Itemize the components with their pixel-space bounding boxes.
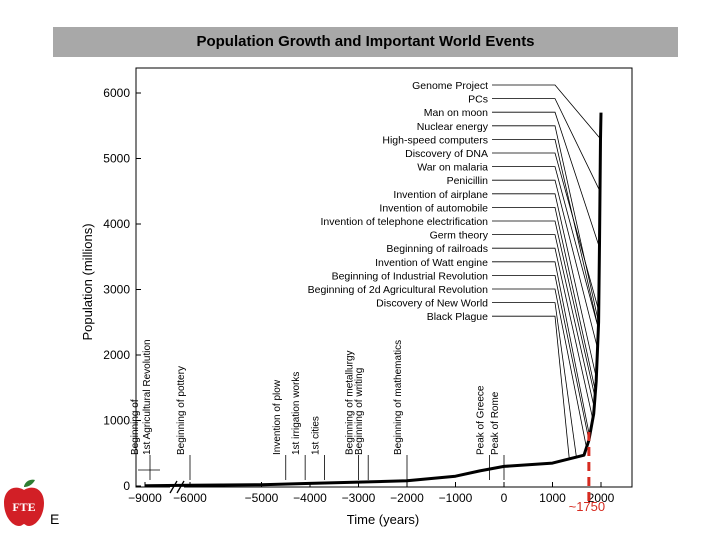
x-axis-label: Time (years) [347, 512, 419, 527]
top-event-label: Discovery of DNA [405, 148, 488, 160]
y-tick-label: 5000 [103, 152, 130, 166]
x-tick-label: −4000 [293, 491, 327, 505]
x-tick-label: −1000 [439, 491, 473, 505]
axis-break-gap [170, 483, 184, 491]
top-event-label: High-speed computers [382, 134, 488, 146]
y-tick-label: 4000 [103, 217, 130, 231]
x-tick-label: −9000 [128, 491, 162, 505]
bottom-event-label: Beginning of pottery [176, 366, 187, 455]
annotation-label: ~1750 [569, 499, 606, 514]
footer-letter: E [50, 511, 60, 527]
apple-leaf [24, 479, 35, 487]
y-tick-label: 3000 [103, 283, 130, 297]
fte-apple-logo: FTE [4, 479, 44, 526]
x-tick-label: −6000 [173, 491, 207, 505]
x-tick-label: 2000 [588, 491, 615, 505]
top-event-label: PCs [468, 94, 488, 106]
top-event-label: Discovery of New World [376, 298, 488, 310]
bottom-event-label: Peak of Greece [475, 385, 486, 455]
top-event-label: Invention of Watt engine [375, 257, 488, 269]
y-tick-label: 0 [123, 479, 130, 493]
axis-break-mark [176, 480, 185, 494]
y-tick-label: 2000 [103, 348, 130, 362]
chart-title: Population Growth and Important World Ev… [53, 27, 678, 57]
top-event-leader-line [492, 247, 594, 420]
y-axis-label: Population (millions) [80, 223, 95, 340]
top-event-leader-line [492, 111, 600, 248]
top-event-leader-line [492, 315, 570, 459]
top-event-leader-line [492, 166, 599, 329]
bottom-event-label: 1st Agricultural Revolution [142, 339, 153, 455]
top-event-label: Man on moon [424, 107, 488, 119]
bottom-event-label: 1st cities [311, 416, 322, 455]
x-tick-label: 0 [501, 491, 508, 505]
top-event-leader-line [492, 302, 577, 458]
top-event-leader-line [492, 288, 587, 448]
bottom-event-label: 1st irrigation works [291, 372, 302, 455]
y-tick-label: 6000 [103, 86, 130, 100]
bottom-event-label: Beginning of metallurgy [345, 350, 356, 455]
plot-frame [135, 67, 633, 488]
top-event-label: Penicillin [447, 175, 489, 187]
bottom-event-label: Beginning of mathematics [393, 340, 404, 455]
top-event-leader-line [492, 179, 598, 349]
axis-break-mark [169, 480, 178, 494]
bottom-event-label: Beginning of writing [354, 368, 365, 455]
top-event-label: Invention of automobile [379, 202, 488, 214]
population-curve [144, 112, 603, 488]
y-tick-label: 1000 [103, 414, 130, 428]
logo-text: FTE [12, 500, 35, 514]
top-event-label: Beginning of 2d Agricultural Revolution [308, 284, 489, 296]
top-event-leader-line [492, 206, 596, 392]
x-tick-label: −2000 [390, 491, 424, 505]
top-event-leader-line [492, 261, 590, 437]
top-event-label: Black Plague [427, 311, 488, 323]
bottom-event-label: Peak of Rome [490, 391, 501, 455]
top-event-leader-line [492, 274, 590, 441]
x-tick-label: −3000 [342, 491, 376, 505]
top-event-label: Beginning of railroads [386, 243, 488, 255]
top-event-leader-line [492, 84, 601, 140]
top-event-leader-line [492, 220, 596, 397]
top-event-leader-line [492, 152, 600, 311]
top-event-leader-line [492, 138, 599, 329]
top-event-label: War on malaria [417, 162, 488, 174]
bottom-event-label: Beginning of [130, 399, 141, 455]
top-event-label: Beginning of Industrial Revolution [332, 270, 489, 282]
top-event-label: Invention of telephone electrification [320, 216, 488, 228]
top-event-label: Germ theory [430, 230, 489, 242]
x-tick-label: 1000 [539, 491, 566, 505]
top-event-label: Nuclear energy [417, 121, 489, 133]
apple-body [4, 487, 44, 526]
top-event-leader-line [492, 193, 597, 378]
x-tick-label: −5000 [245, 491, 279, 505]
top-event-leader-line [492, 234, 595, 408]
top-event-leader-line [492, 98, 601, 192]
bottom-event-label: Invention of plow [272, 379, 283, 455]
top-event-label: Genome Project [412, 80, 488, 92]
top-event-label: Invention of airplane [393, 189, 488, 201]
